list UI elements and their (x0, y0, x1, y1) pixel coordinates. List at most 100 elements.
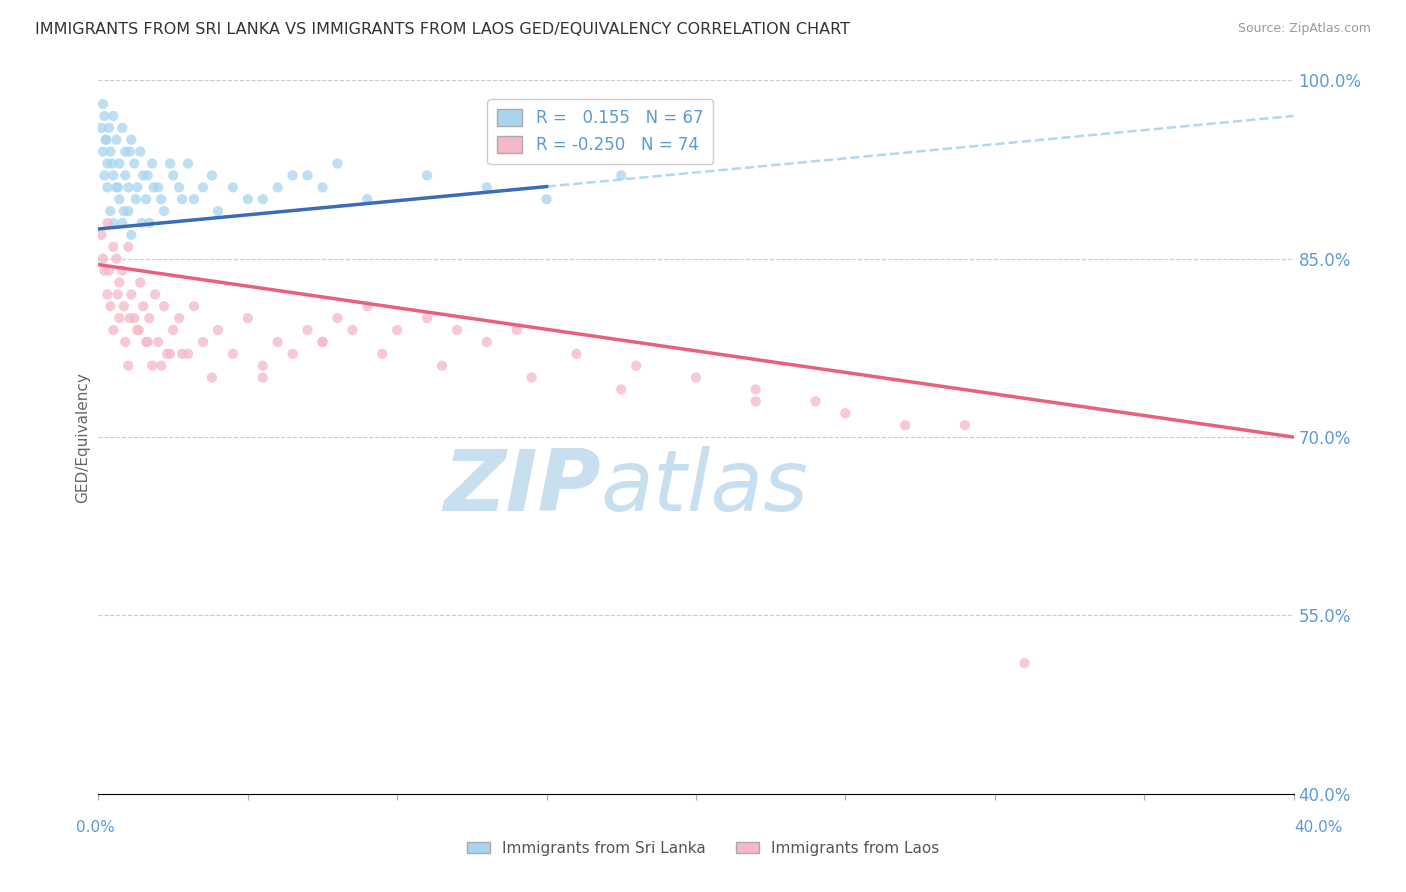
Point (135, 192, 157, 206)
Point (297, 169, 319, 183)
Point (103, 240, 125, 254)
Point (118, 311, 141, 326)
Point (98, 204, 122, 219)
Point (111, 120, 134, 135)
Point (98, 145, 122, 159)
Point (207, 204, 229, 219)
Point (94, 133, 117, 147)
Point (120, 133, 142, 147)
Point (114, 145, 136, 159)
Point (475, 334, 498, 349)
Point (143, 287, 166, 301)
Point (135, 334, 157, 349)
Point (342, 323, 364, 337)
Point (281, 347, 304, 361)
Point (281, 169, 304, 183)
Point (236, 192, 259, 206)
Point (172, 347, 194, 361)
Point (520, 370, 543, 384)
Point (117, 240, 139, 254)
Point (446, 323, 468, 337)
Point (98, 299, 122, 313)
Point (131, 216, 153, 230)
Point (90, 120, 112, 135)
Point (138, 216, 160, 230)
Point (91, 252, 114, 266)
Point (105, 133, 128, 147)
Point (475, 180, 498, 194)
Point (125, 192, 148, 206)
Point (311, 180, 333, 194)
Point (159, 156, 181, 170)
Point (111, 216, 134, 230)
Point (1014, 656, 1036, 670)
Point (108, 156, 131, 170)
Point (236, 311, 259, 326)
Point (804, 394, 827, 409)
Text: Source: ZipAtlas.com: Source: ZipAtlas.com (1237, 22, 1371, 36)
Point (108, 276, 131, 290)
Point (150, 359, 173, 373)
Point (96, 180, 118, 194)
Point (326, 311, 349, 326)
Point (159, 347, 181, 361)
Point (141, 156, 163, 170)
Point (90, 227, 112, 242)
Point (91, 97, 114, 112)
Point (97, 120, 120, 135)
Point (127, 323, 149, 337)
Point (136, 169, 159, 183)
Text: IMMIGRANTS FROM SRI LANKA VS IMMIGRANTS FROM LAOS GED/EQUIVALENCY CORRELATION CH: IMMIGRANTS FROM SRI LANKA VS IMMIGRANTS … (35, 22, 851, 37)
Point (124, 311, 146, 326)
Point (136, 334, 159, 349)
Point (93, 169, 115, 183)
Point (129, 276, 152, 290)
Point (267, 334, 290, 349)
Point (162, 169, 184, 183)
Point (112, 299, 135, 313)
Point (311, 334, 333, 349)
Point (430, 359, 453, 373)
Point (96, 156, 118, 170)
Point (326, 156, 349, 170)
Point (416, 169, 439, 183)
Point (416, 311, 439, 326)
Point (183, 299, 205, 313)
Point (112, 204, 135, 219)
Point (252, 192, 274, 206)
Point (626, 359, 648, 373)
Point (132, 169, 155, 183)
Point (94, 133, 117, 147)
Point (183, 192, 205, 206)
Point (565, 347, 588, 361)
Point (117, 359, 139, 373)
Point (167, 180, 190, 194)
Point (105, 180, 128, 194)
Point (953, 418, 976, 433)
Point (252, 370, 274, 384)
Text: 40.0%: 40.0% (1295, 821, 1343, 835)
Point (91, 145, 114, 159)
Point (177, 347, 200, 361)
Point (118, 145, 141, 159)
Point (201, 169, 224, 183)
Point (103, 109, 125, 123)
Point (536, 192, 558, 206)
Point (107, 287, 129, 301)
Text: atlas: atlas (600, 445, 808, 529)
Point (385, 323, 409, 337)
Point (148, 180, 170, 194)
Point (148, 334, 170, 349)
Text: 0.0%: 0.0% (76, 821, 115, 835)
Point (129, 145, 152, 159)
Legend: R =   0.155   N = 67, R = -0.250   N = 74: R = 0.155 N = 67, R = -0.250 N = 74 (488, 99, 713, 164)
Point (297, 323, 319, 337)
Point (172, 192, 194, 206)
Point (120, 287, 142, 301)
Point (222, 180, 245, 194)
Point (128, 323, 150, 337)
Point (93, 263, 115, 277)
Point (120, 227, 142, 242)
Point (610, 383, 633, 397)
Point (610, 169, 633, 183)
